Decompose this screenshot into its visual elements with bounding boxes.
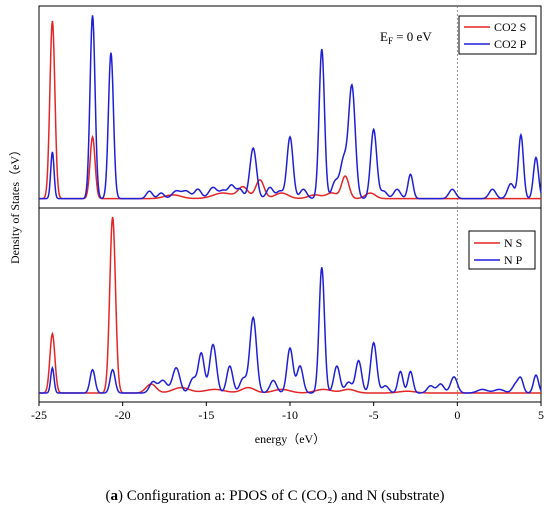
- x-axis-ticks: -25 -20 -15 -10 -5 0 5: [31, 402, 544, 422]
- y-axis-label: Density of States（eV）: [8, 144, 22, 264]
- x-tick-label: -20: [115, 408, 131, 422]
- caption-letter: a: [110, 488, 119, 504]
- top-legend: CO2 S CO2 P: [458, 15, 537, 55]
- x-tick-label: -10: [282, 408, 298, 422]
- x-tick-label: -25: [31, 408, 47, 422]
- top-legend-label-p: CO2 P: [494, 37, 527, 51]
- top-panel-curves: [39, 15, 542, 200]
- top-legend-box: [458, 15, 537, 55]
- bottom-legend-box: [468, 230, 536, 270]
- x-tick-label: -15: [198, 408, 214, 422]
- caption-text: ) Configuration a: PDOS of C (CO₂) and N…: [118, 488, 445, 504]
- bottom-legend: N S N P: [468, 230, 536, 270]
- x-axis-label: energy（eV）: [255, 432, 325, 446]
- x-tick-label: -5: [369, 408, 379, 422]
- series-n-p-line: [39, 267, 542, 394]
- top-legend-label-s: CO2 S: [494, 20, 526, 34]
- x-tick-label: 0: [454, 408, 460, 422]
- figure-caption: (a) Configuration a: PDOS of C (CO₂) and…: [105, 488, 445, 504]
- fermi-annotation: EF = 0 eV: [380, 29, 432, 46]
- x-tick-label: 5: [538, 408, 544, 422]
- series-co2-p-line: [39, 15, 542, 200]
- bottom-legend-label-p: N P: [504, 253, 523, 267]
- series-n-s-line: [39, 216, 541, 394]
- bottom-legend-label-s: N S: [504, 236, 522, 250]
- bottom-panel-curves: [39, 216, 542, 394]
